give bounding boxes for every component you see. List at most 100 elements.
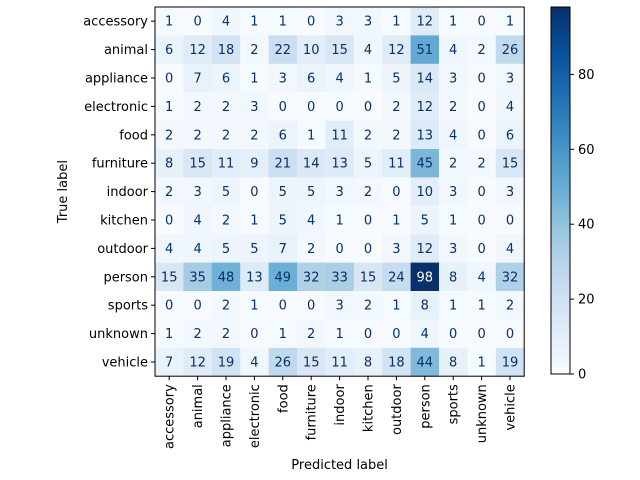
heatmap-cell — [325, 262, 355, 292]
heatmap-cell — [268, 149, 298, 178]
heatmap-cell — [240, 347, 270, 377]
heatmap-cell — [183, 262, 213, 292]
heatmap-cell — [325, 120, 355, 150]
cell-value-label: 0 — [165, 299, 173, 314]
heatmap-cell — [495, 92, 525, 122]
cell-value-label: 4 — [222, 15, 230, 30]
cell-value-label: 4 — [449, 128, 457, 143]
cell-value-label: 0 — [477, 327, 485, 342]
cell-value-label: 14 — [303, 157, 320, 172]
cell-value-label: 3 — [364, 15, 372, 30]
heatmap-cell — [268, 92, 298, 122]
cell-value-label: 15 — [360, 270, 377, 285]
cell-value-label: 4 — [449, 43, 457, 58]
heatmap-cell — [467, 35, 497, 65]
cell-value-label: 18 — [218, 43, 235, 58]
cell-value-label: 11 — [218, 157, 235, 172]
cell-value-label: 15 — [502, 157, 519, 172]
heatmap-cell — [183, 149, 213, 178]
cell-value-label: 2 — [222, 214, 230, 229]
heatmap-cell — [183, 177, 213, 207]
heatmap-cell — [439, 291, 468, 320]
cell-value-label: 0 — [477, 100, 485, 115]
heatmap-cell — [467, 63, 497, 93]
x-tick-label: furniture — [305, 384, 320, 440]
cell-value-label: 1 — [307, 128, 315, 143]
cell-value-label: 4 — [165, 242, 173, 257]
colorbar-tick-label: 80 — [578, 68, 595, 83]
cell-value-label: 6 — [279, 128, 287, 143]
heatmap-cell — [495, 120, 525, 150]
cell-value-label: 51 — [417, 43, 434, 58]
cell-value-label: 7 — [193, 72, 201, 87]
heatmap-cell — [410, 262, 440, 292]
y-tick-label: indoor — [107, 185, 149, 200]
cell-value-label: 4 — [421, 327, 429, 342]
cell-value-label: 2 — [193, 100, 201, 115]
y-tick-label: appliance — [85, 72, 148, 87]
heatmap-cell — [382, 319, 412, 349]
heatmap-cell — [297, 7, 326, 36]
heatmap-cell — [211, 35, 241, 65]
colorbar-tick-label: 60 — [578, 143, 595, 158]
heatmap-cell — [439, 347, 468, 377]
cell-value-label: 10 — [303, 43, 320, 58]
heatmap-cell — [353, 319, 383, 349]
heatmap-cell — [467, 7, 497, 36]
heatmap-cell — [211, 92, 241, 122]
heatmap-cell — [410, 234, 440, 264]
heatmap-cell — [439, 120, 468, 150]
heatmap-cell — [183, 92, 213, 122]
heatmap-cell — [382, 291, 412, 320]
x-tick-label: unknown — [475, 384, 490, 443]
cell-value-label: 4 — [477, 270, 485, 285]
heatmap-cell — [211, 205, 241, 235]
cell-value-label: 2 — [477, 157, 485, 172]
heatmap-cells: 1 0 4 1 1 0 3 3 1 12 1 0 16 12 18 2 22 10 15 4 12 51 4 2 260 7 6 1 3… — [155, 7, 525, 377]
cell-value-label: 9 — [250, 157, 258, 172]
cell-value-label: 44 — [417, 356, 434, 371]
heatmap-cell — [155, 120, 184, 150]
heatmap-cell — [240, 262, 270, 292]
cell-value-label: 2 — [392, 128, 400, 143]
heatmap-cell — [155, 149, 184, 178]
heatmap-cell — [211, 63, 241, 93]
heatmap-cell — [155, 63, 184, 93]
cell-value-label: 11 — [331, 128, 348, 143]
cell-value-label: 2 — [165, 185, 173, 200]
heatmap-cell — [382, 234, 412, 264]
heatmap-cell — [410, 92, 440, 122]
heatmap-cell — [268, 7, 298, 36]
cell-value-label: 12 — [417, 242, 434, 257]
heatmap-cell — [495, 205, 525, 235]
cell-value-label: 3 — [449, 242, 457, 257]
heatmap-cell — [467, 177, 497, 207]
cell-value-label: 15 — [303, 356, 320, 371]
heatmap-cell — [211, 120, 241, 150]
cell-value-label: 1 — [449, 214, 457, 229]
heatmap-cell — [325, 205, 355, 235]
cell-value-label: 2 — [392, 100, 400, 115]
cell-value-label: 5 — [364, 157, 372, 172]
heatmap-cell — [183, 319, 213, 349]
cell-value-label: 0 — [364, 100, 372, 115]
cell-value-label: 1 — [392, 214, 400, 229]
x-tick-label: kitchen — [362, 384, 377, 432]
cell-value-label: 0 — [307, 100, 315, 115]
cell-value-label: 0 — [364, 327, 372, 342]
cell-value-label: 0 — [307, 299, 315, 314]
x-tick-label: sports — [447, 384, 462, 424]
heatmap-cell — [297, 291, 326, 320]
heatmap-cell — [268, 262, 298, 292]
cell-value-label: 0 — [477, 72, 485, 87]
cell-value-label: 11 — [331, 356, 348, 371]
heatmap-cell — [240, 177, 270, 207]
cell-value-label: 1 — [392, 15, 400, 30]
heatmap-cell — [439, 205, 468, 235]
y-tick-label: unknown — [89, 327, 148, 342]
cell-value-label: 2 — [250, 43, 258, 58]
heatmap-cell — [183, 120, 213, 150]
cell-value-label: 19 — [218, 356, 235, 371]
cell-value-label: 1 — [250, 214, 258, 229]
